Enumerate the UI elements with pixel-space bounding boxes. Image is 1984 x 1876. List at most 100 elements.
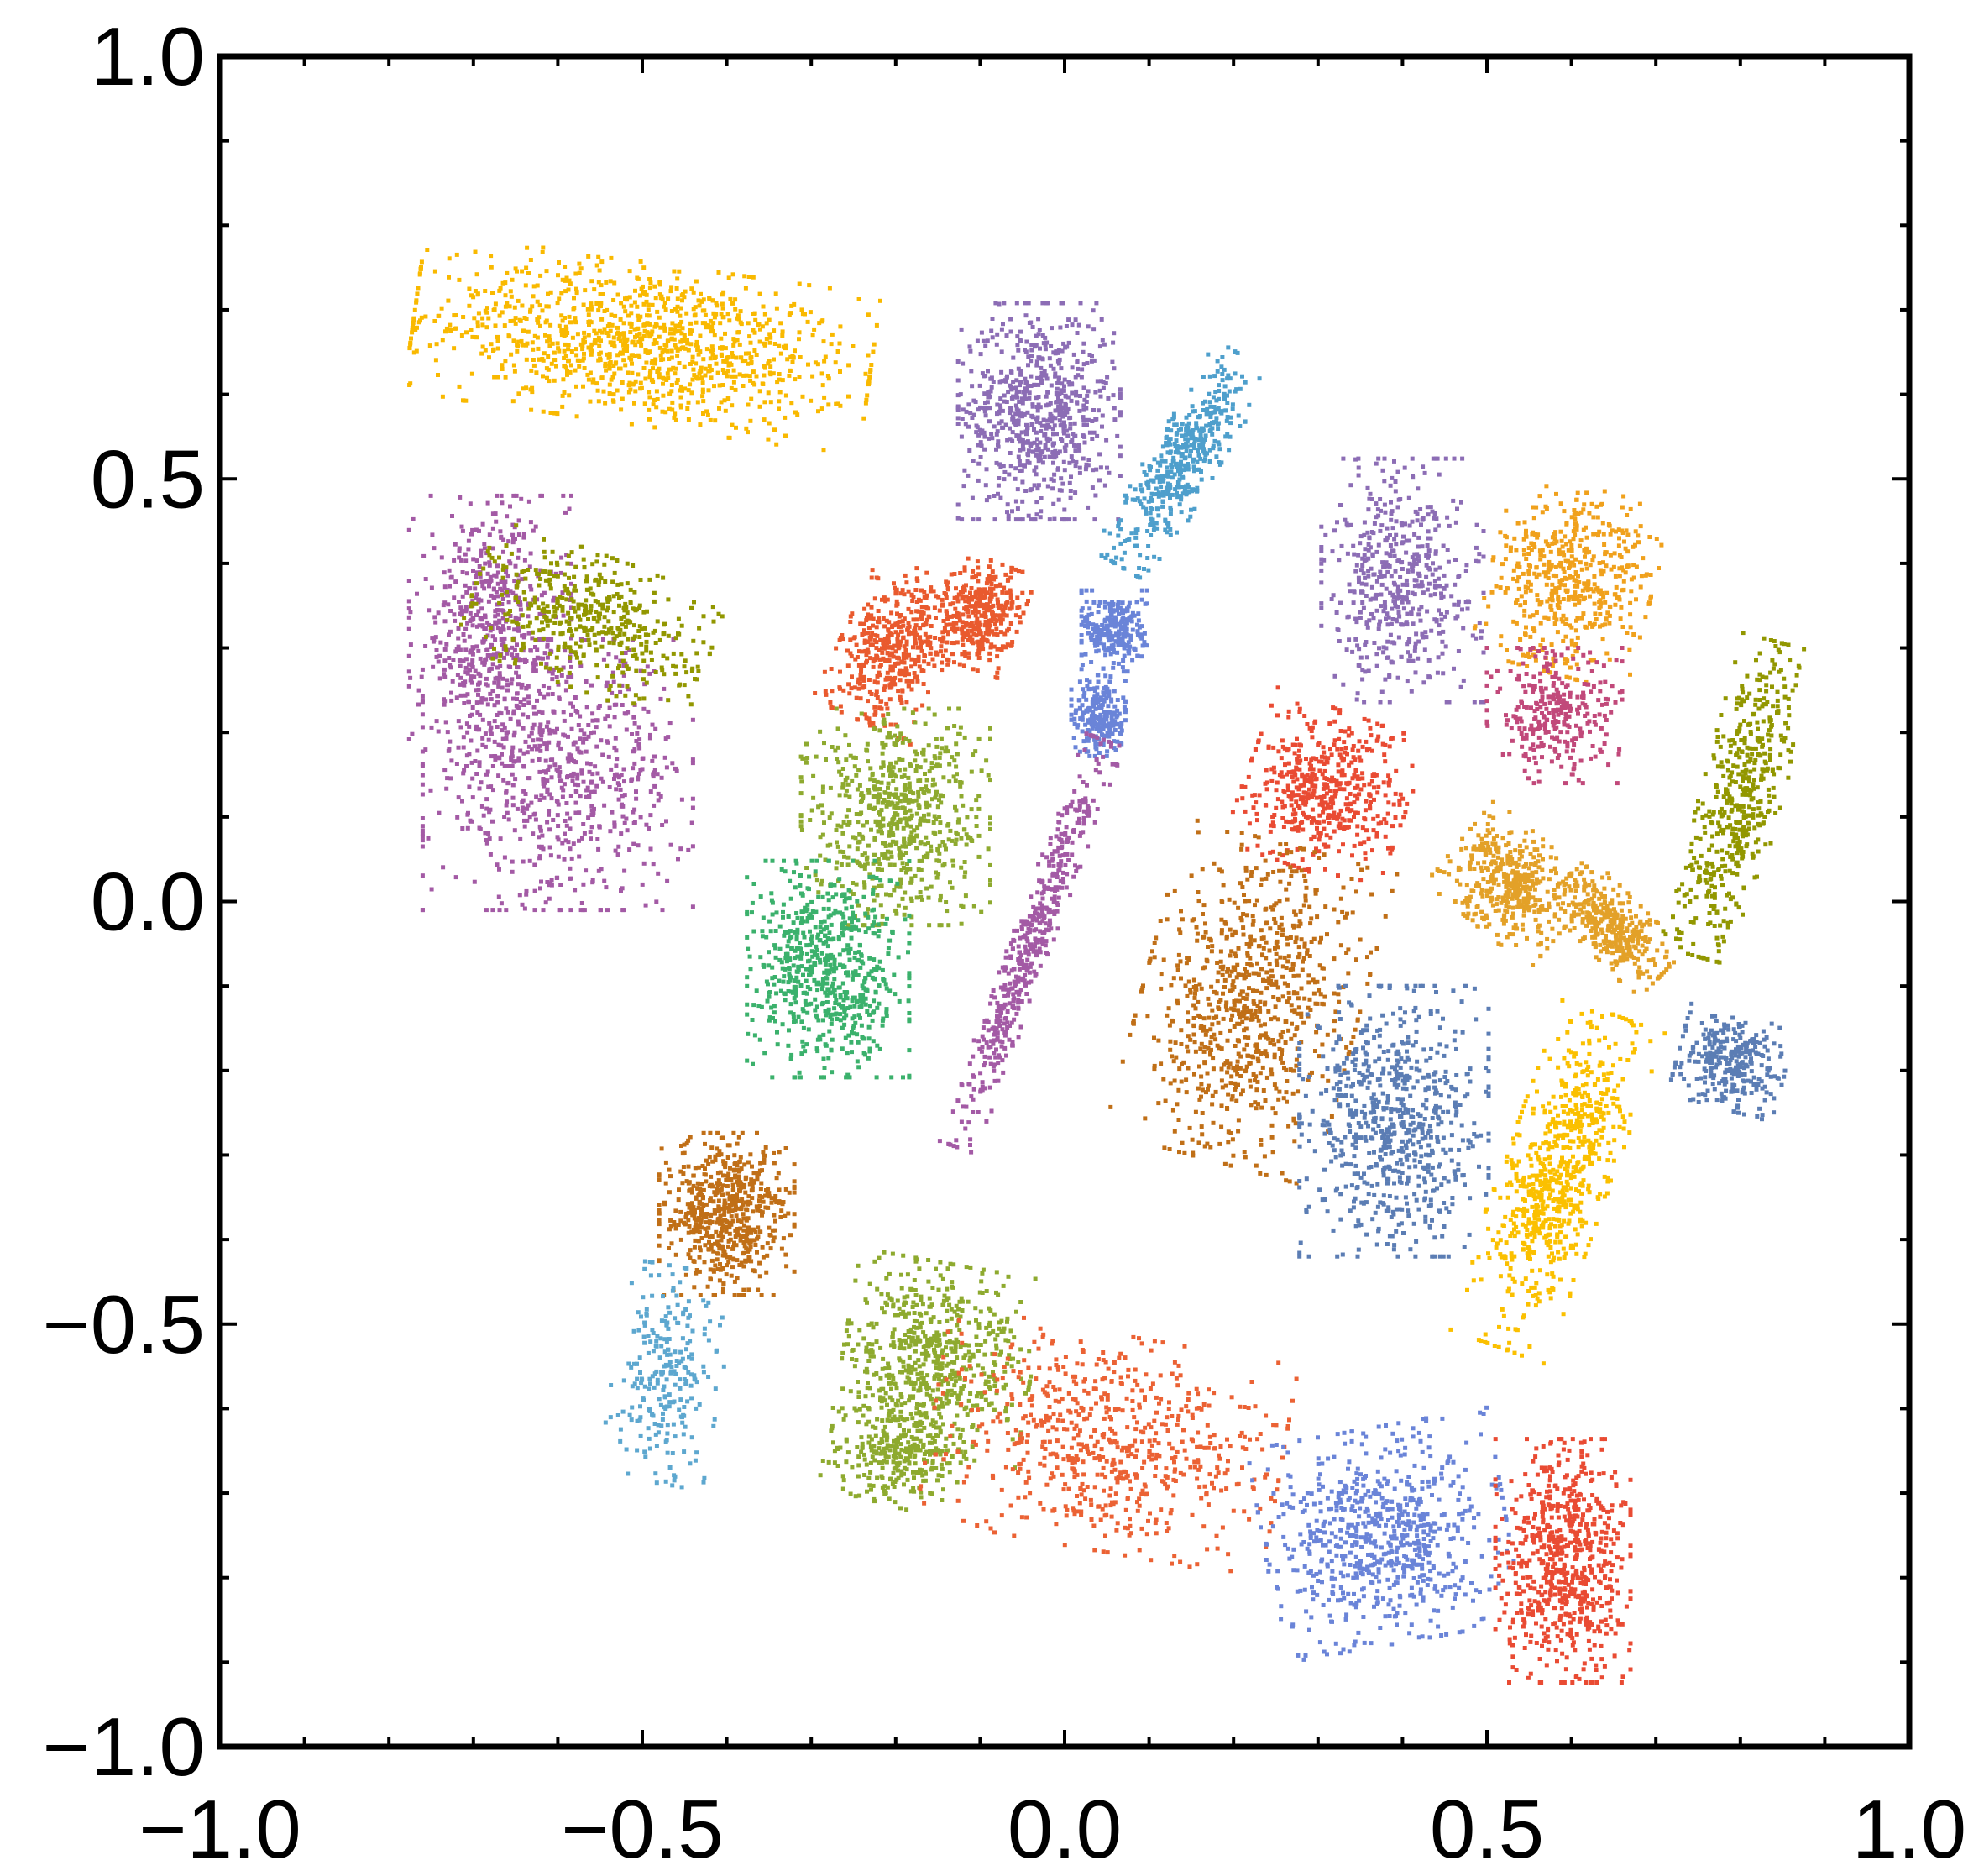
data-point (1018, 448, 1023, 453)
data-point (1201, 447, 1206, 452)
data-point (647, 407, 652, 412)
data-point (459, 333, 464, 338)
data-point (654, 389, 659, 394)
data-point (516, 722, 521, 727)
data-point (696, 352, 701, 357)
data-point (1118, 391, 1123, 396)
data-point (581, 908, 586, 913)
data-point (670, 321, 675, 326)
data-point (838, 369, 842, 374)
data-point (1055, 400, 1060, 404)
data-point (753, 317, 758, 322)
data-point (516, 616, 521, 621)
data-point (494, 590, 499, 595)
data-point (966, 424, 971, 429)
data-point (479, 548, 484, 553)
data-point (1020, 590, 1025, 595)
data-point (456, 636, 461, 641)
data-point (981, 602, 985, 607)
data-point (490, 689, 495, 694)
data-point (407, 383, 412, 387)
data-point (1217, 447, 1222, 452)
data-point (1118, 605, 1123, 610)
data-point (1181, 468, 1186, 473)
data-point (1199, 477, 1204, 482)
data-point (1129, 531, 1134, 536)
data-point (455, 673, 460, 677)
data-point (1060, 301, 1065, 306)
data-point (634, 789, 638, 794)
data-point (992, 517, 997, 522)
data-point (527, 620, 532, 625)
data-point (999, 621, 1003, 626)
data-point (1092, 517, 1097, 522)
data-point (1018, 620, 1023, 625)
data-point (594, 559, 599, 564)
data-point (499, 637, 504, 642)
data-point (580, 638, 584, 643)
data-point (419, 265, 423, 270)
data-point (1186, 464, 1191, 469)
data-point (653, 322, 658, 327)
data-point (978, 593, 983, 598)
data-point (647, 371, 652, 375)
data-point (957, 662, 962, 667)
data-point (720, 306, 725, 311)
data-point (604, 885, 609, 890)
data-point (660, 668, 665, 673)
data-point (968, 635, 972, 640)
data-point (611, 594, 616, 599)
data-point (1008, 383, 1013, 388)
data-point (735, 330, 741, 335)
data-point (675, 304, 680, 309)
data-point (1086, 458, 1091, 462)
data-point (607, 391, 612, 396)
data-point (637, 331, 642, 336)
data-point (1104, 623, 1109, 628)
data-point (647, 374, 652, 379)
data-point (503, 304, 508, 309)
data-point (485, 683, 490, 688)
data-point (700, 387, 705, 392)
data-point (492, 595, 497, 600)
data-point (1034, 396, 1039, 401)
data-point (990, 335, 995, 340)
data-point (913, 658, 918, 663)
data-point (551, 598, 556, 603)
data-point (632, 721, 637, 726)
data-point (531, 812, 537, 817)
data-point (563, 588, 568, 593)
data-point (1062, 420, 1066, 425)
data-point (646, 351, 651, 355)
data-point (1006, 517, 1011, 522)
data-point (1064, 428, 1069, 433)
data-point (1210, 476, 1215, 480)
data-point (645, 330, 650, 335)
data-point (701, 357, 706, 362)
data-point (909, 687, 914, 692)
data-point (1020, 517, 1025, 522)
data-point (1100, 338, 1105, 343)
data-point (1168, 527, 1173, 532)
data-point (629, 324, 634, 329)
data-point (903, 666, 908, 671)
data-point (505, 617, 510, 622)
data-point (981, 647, 986, 652)
data-point (1034, 465, 1039, 470)
data-point (919, 614, 924, 619)
data-point (543, 665, 548, 670)
data-point (443, 720, 448, 725)
data-point (475, 291, 480, 296)
data-point (1102, 605, 1107, 610)
data-point (487, 355, 491, 360)
data-point (505, 574, 510, 579)
data-point (934, 616, 938, 620)
data-point (540, 357, 545, 361)
data-point (547, 343, 552, 348)
data-point (636, 741, 641, 747)
data-point (536, 320, 541, 325)
data-point (1087, 606, 1092, 611)
data-point (967, 448, 972, 453)
data-point (512, 369, 517, 374)
data-point (662, 301, 667, 305)
